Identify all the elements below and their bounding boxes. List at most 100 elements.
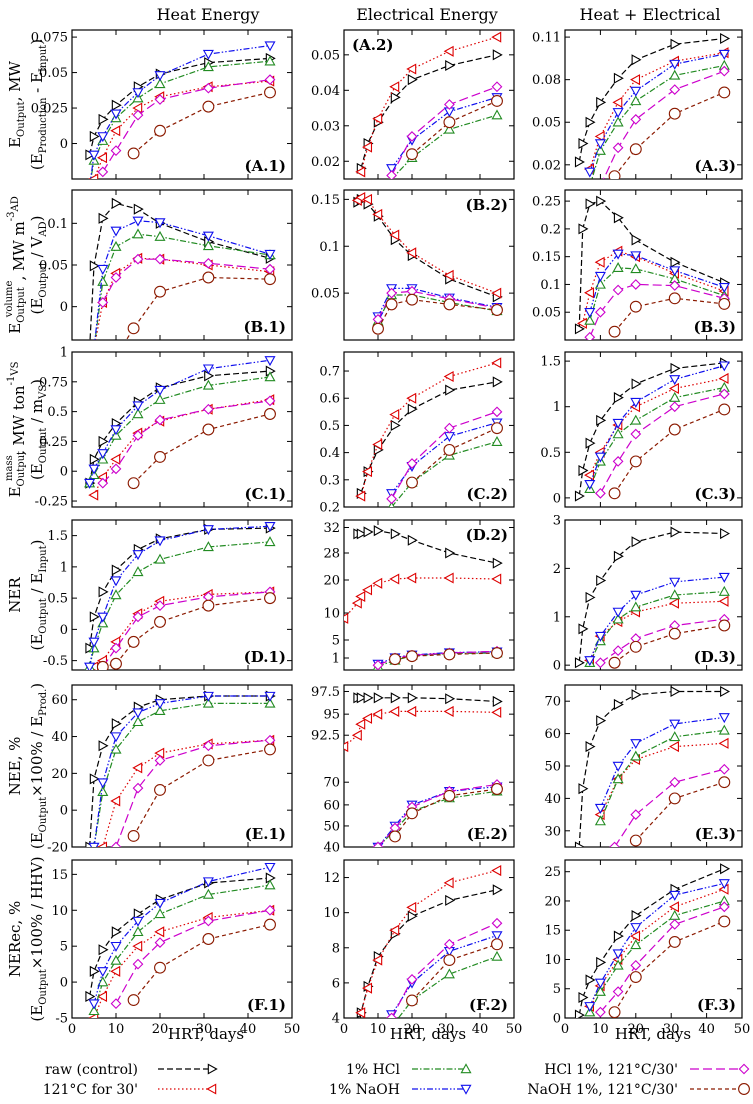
panel-label: (D.3) (694, 648, 736, 666)
panel-e-1: -20 0 20 40 60 (E.1) (47, 684, 293, 856)
data-point (612, 613, 624, 624)
panel-label: (A.1) (245, 157, 287, 175)
data-point (407, 534, 418, 546)
y-tick-label: 50 (323, 819, 340, 834)
y-tick-label: 3 (553, 514, 561, 529)
series-group (574, 685, 731, 847)
series-line-3 (589, 253, 725, 313)
y-tick-label: 5 (553, 982, 561, 997)
data-point (127, 322, 140, 335)
data-point (670, 362, 681, 374)
data-point (372, 208, 383, 220)
data-point (584, 656, 596, 667)
y-tick-label: 60 (323, 798, 340, 813)
data-point (718, 879, 730, 890)
data-point (613, 930, 624, 942)
data-point (596, 956, 607, 968)
data-point (88, 637, 100, 648)
data-point (97, 152, 108, 164)
series-group (89, 197, 276, 340)
y-tick-label: 0.2 (540, 222, 561, 237)
data-point (669, 719, 681, 730)
y-tick-label: -0.25 (35, 495, 68, 510)
data-point (491, 706, 502, 718)
data-point (585, 974, 596, 986)
series-line-0 (578, 37, 725, 163)
panel-frame (71, 519, 293, 671)
data-point (372, 841, 384, 847)
data-point (492, 557, 503, 569)
series-line-0 (89, 57, 271, 156)
y-tick-label: 30 (544, 824, 561, 839)
y-tick-label: 0.15 (311, 193, 340, 208)
data-point (669, 375, 681, 386)
data-point (132, 216, 144, 227)
data-point (89, 260, 100, 272)
data-point (202, 423, 215, 436)
data-point (406, 901, 417, 913)
data-point (406, 705, 417, 717)
data-point (98, 113, 109, 125)
data-point (594, 271, 606, 282)
data-point (386, 287, 397, 299)
data-point (584, 307, 596, 318)
data-point (407, 403, 418, 415)
y-tick-label: 0.05 (39, 66, 68, 81)
data-point (390, 91, 401, 103)
data-point (132, 109, 144, 121)
data-point (154, 393, 166, 404)
data-point (264, 522, 276, 532)
data-point (372, 322, 384, 335)
series-line-0 (360, 54, 498, 169)
data-point (669, 59, 681, 70)
panel-frame (343, 859, 515, 1019)
data-point (386, 493, 397, 505)
y-tick-label: 0.6 (319, 392, 340, 407)
series-line-2 (391, 114, 498, 179)
panel-frame (564, 684, 743, 848)
data-point (132, 958, 144, 970)
data-point (492, 884, 503, 896)
series-line-0 (89, 370, 271, 484)
data-point (443, 45, 454, 57)
data-point (630, 428, 642, 440)
panel-frame (564, 519, 743, 671)
series-line-4 (391, 86, 498, 176)
data-point (88, 464, 100, 475)
data-point (630, 114, 642, 125)
series-line-5 (133, 91, 271, 154)
data-point (585, 116, 596, 128)
y-tick-label: 0.5 (319, 419, 340, 434)
data-point (89, 130, 100, 142)
data-point (491, 938, 503, 951)
series-line-5 (133, 748, 271, 837)
data-point (491, 647, 503, 659)
data-point (595, 487, 606, 499)
data-point (594, 803, 606, 814)
data-point (574, 657, 585, 669)
data-point (132, 916, 144, 927)
data-point (584, 1002, 596, 1013)
data-point (97, 786, 109, 797)
data-point (443, 298, 456, 311)
panel-label: (C.2) (466, 485, 508, 503)
panel-f-3: 0 10 20 30 40 50 0 5 10 15 20 25 (F.3) (544, 859, 750, 1037)
legend-item-0: raw (control) (45, 1062, 218, 1078)
data-point (670, 256, 681, 268)
legend-item-1: 121°C for 30' (43, 1082, 217, 1098)
data-point (202, 933, 215, 945)
data-point (594, 985, 606, 996)
series-line-3 (599, 716, 725, 809)
data-point (491, 81, 503, 93)
data-point (362, 141, 373, 153)
panel-label: (C.1) (244, 485, 286, 503)
data-point (492, 376, 503, 388)
data-point (264, 55, 276, 66)
panel-c-3: 0 0.5 1 1.5 (C.3) (540, 351, 743, 508)
series-line-0 (89, 877, 271, 997)
series-line-2 (397, 956, 498, 1018)
series-line-3 (93, 866, 271, 1004)
y-tick-label: 20 (51, 767, 68, 782)
data-point (612, 249, 624, 260)
